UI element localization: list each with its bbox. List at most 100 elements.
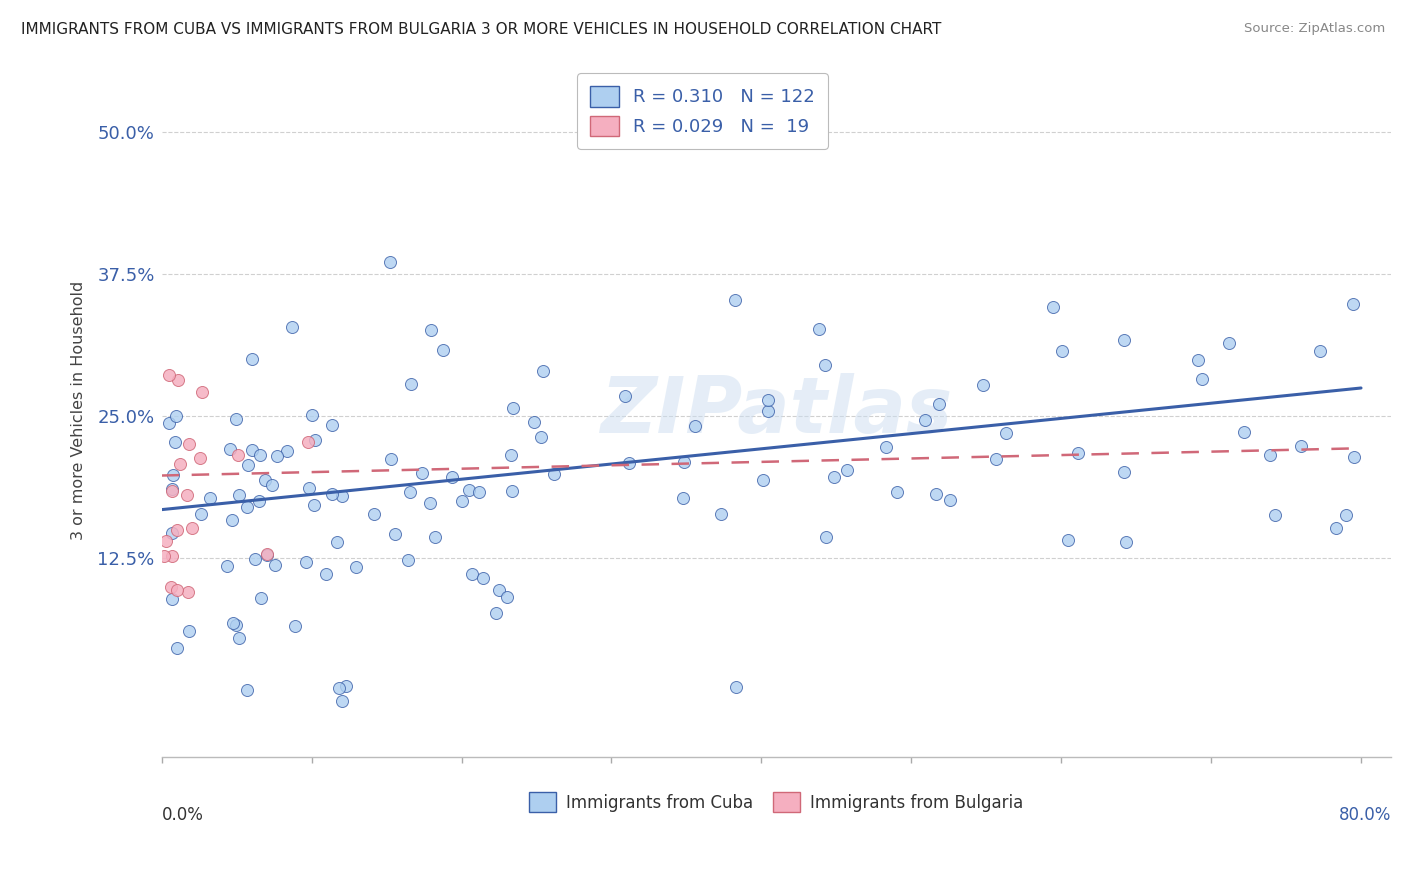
Point (986, 452, 1008, 467)
Point (166, 640, 188, 655)
Point (263, 558, 285, 573)
Point (228, 488, 250, 502)
Point (468, 485, 491, 500)
Text: 80.0%: 80.0% (1339, 806, 1391, 824)
Point (875, 441, 897, 455)
Point (236, 500, 259, 514)
Point (396, 553, 419, 567)
Point (166, 583, 188, 598)
Point (938, 493, 960, 508)
Point (1324, 521, 1347, 535)
Point (710, 507, 733, 521)
Point (276, 444, 298, 458)
Point (284, 618, 307, 632)
Point (1187, 352, 1209, 367)
Point (1289, 439, 1312, 453)
Point (335, 679, 357, 693)
Point (411, 466, 433, 480)
Point (321, 418, 343, 433)
Point (460, 566, 482, 581)
Point (254, 473, 277, 487)
Point (167, 373, 190, 387)
Point (262, 478, 284, 492)
Point (815, 530, 838, 544)
Point (531, 364, 554, 378)
Point (451, 494, 474, 508)
Point (441, 470, 464, 484)
Point (226, 448, 249, 462)
Point (155, 533, 177, 548)
Point (166, 523, 188, 537)
Point (240, 442, 263, 457)
Point (432, 343, 454, 357)
Point (176, 487, 198, 501)
Point (162, 526, 184, 541)
Point (328, 681, 350, 695)
Point (281, 320, 304, 334)
Point (1341, 297, 1364, 311)
Point (543, 467, 565, 481)
Point (617, 456, 640, 470)
Point (177, 585, 200, 599)
Point (363, 508, 385, 522)
Point (1334, 508, 1357, 522)
Point (326, 535, 349, 549)
Point (247, 494, 270, 508)
Point (304, 433, 326, 447)
Point (1309, 344, 1331, 359)
Point (221, 513, 243, 527)
Point (240, 351, 263, 366)
Point (420, 323, 443, 337)
Point (344, 560, 367, 574)
Point (1056, 533, 1078, 547)
Point (458, 483, 481, 497)
Point (165, 409, 187, 423)
Point (330, 693, 353, 707)
Point (181, 521, 204, 535)
Point (321, 487, 343, 501)
Point (398, 484, 420, 499)
Point (672, 491, 695, 506)
Point (914, 413, 936, 427)
Point (243, 551, 266, 566)
Point (157, 416, 180, 430)
Point (683, 418, 706, 433)
Point (1115, 535, 1137, 549)
Point (1112, 333, 1135, 347)
Point (471, 572, 494, 586)
Point (1042, 301, 1064, 315)
Text: Source: ZipAtlas.com: Source: ZipAtlas.com (1244, 22, 1385, 36)
Point (221, 615, 243, 630)
Point (419, 496, 441, 510)
Point (488, 583, 510, 598)
Point (724, 293, 747, 307)
Point (1218, 336, 1240, 351)
Point (315, 566, 337, 581)
Point (153, 549, 176, 563)
Point (160, 483, 183, 498)
Point (1050, 344, 1073, 359)
Point (485, 606, 508, 620)
Point (501, 448, 523, 462)
Point (1343, 450, 1365, 465)
Point (225, 412, 247, 426)
Point (228, 631, 250, 645)
Point (756, 392, 779, 407)
Point (249, 591, 271, 606)
Point (496, 591, 519, 605)
Point (399, 377, 422, 392)
Point (823, 470, 845, 484)
Point (177, 436, 200, 450)
Point (160, 482, 183, 496)
Point (256, 547, 278, 561)
Y-axis label: 3 or more Vehicles in Household: 3 or more Vehicles in Household (72, 281, 86, 541)
Point (191, 385, 214, 400)
Point (294, 555, 316, 569)
Point (190, 507, 212, 521)
Point (1112, 465, 1135, 479)
Point (162, 549, 184, 564)
Point (380, 451, 402, 466)
Point (169, 457, 191, 471)
Point (219, 442, 242, 457)
Point (807, 322, 830, 336)
